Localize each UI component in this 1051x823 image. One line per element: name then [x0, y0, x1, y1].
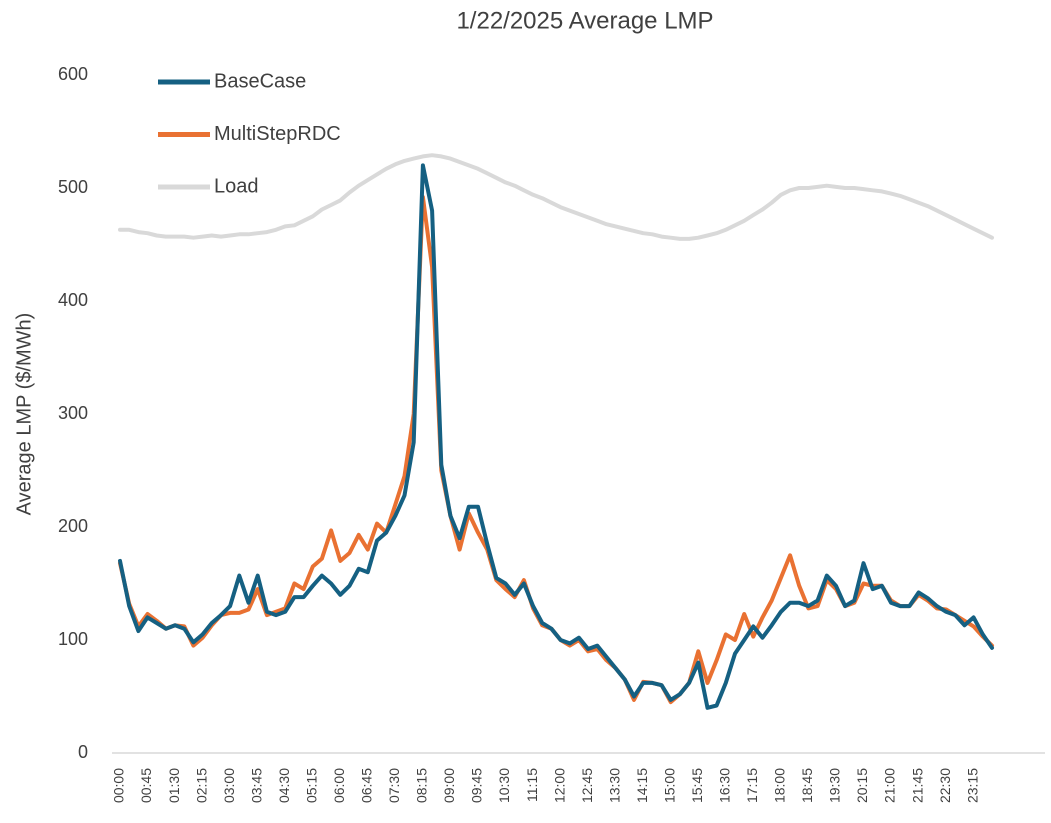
x-tick-label: 19:30 [827, 768, 843, 803]
y-tick-label: 600 [58, 64, 88, 84]
x-tick-label: 08:15 [414, 768, 430, 803]
x-tick-label: 05:15 [303, 768, 319, 803]
y-tick-label: 100 [58, 629, 88, 649]
chart-title: 1/22/2025 Average LMP [456, 7, 713, 34]
x-tick-label: 20:15 [854, 768, 870, 803]
x-tick-label: 21:00 [882, 768, 898, 803]
x-tick-label: 13:30 [606, 768, 622, 803]
y-axis-label: Average LMP ($/MWh) [13, 313, 35, 516]
x-tick-label: 00:45 [138, 768, 154, 803]
x-tick-label: 16:30 [717, 768, 733, 803]
x-tick-label: 22:30 [937, 768, 953, 803]
x-tick-label: 21:45 [909, 768, 925, 803]
x-tick-label: 09:45 [469, 768, 485, 803]
series-line [118, 195, 994, 705]
legend-label: Load [214, 175, 259, 197]
y-tick-label: 200 [58, 516, 88, 536]
x-tick-label: 15:45 [689, 768, 705, 803]
x-tick-label: 14:15 [634, 768, 650, 803]
x-tick-label: 18:45 [799, 768, 815, 803]
series-line [118, 163, 994, 710]
x-tick-label: 02:15 [193, 768, 209, 803]
y-tick-label: 300 [58, 403, 88, 423]
x-tick-label: 10:30 [496, 768, 512, 803]
x-tick-label: 12:00 [551, 768, 567, 803]
series-line [118, 153, 994, 241]
x-tick-label: 07:30 [386, 768, 402, 803]
y-tick-label: 400 [58, 290, 88, 310]
y-tick-label: 500 [58, 177, 88, 197]
x-tick-label: 17:15 [744, 768, 760, 803]
y-tick-label: 0 [78, 742, 88, 762]
x-tick-label: 04:30 [276, 768, 292, 803]
x-tick-label: 03:45 [248, 768, 264, 803]
legend-label: BaseCase [214, 70, 306, 92]
x-tick-label: 00:00 [111, 768, 127, 803]
legend-label: MultiStepRDC [214, 123, 341, 145]
x-tick-label: 11:15 [524, 768, 540, 802]
x-tick-label: 09:00 [441, 768, 457, 803]
x-tick-label: 12:45 [579, 768, 595, 803]
x-tick-label: 18:00 [772, 768, 788, 803]
x-tick-label: 03:00 [221, 768, 237, 803]
x-tick-label: 23:15 [964, 768, 980, 803]
x-tick-label: 06:00 [331, 768, 347, 803]
x-tick-label: 06:45 [359, 768, 375, 803]
x-tick-label: 15:00 [661, 768, 677, 803]
x-tick-label: 01:30 [166, 768, 182, 803]
